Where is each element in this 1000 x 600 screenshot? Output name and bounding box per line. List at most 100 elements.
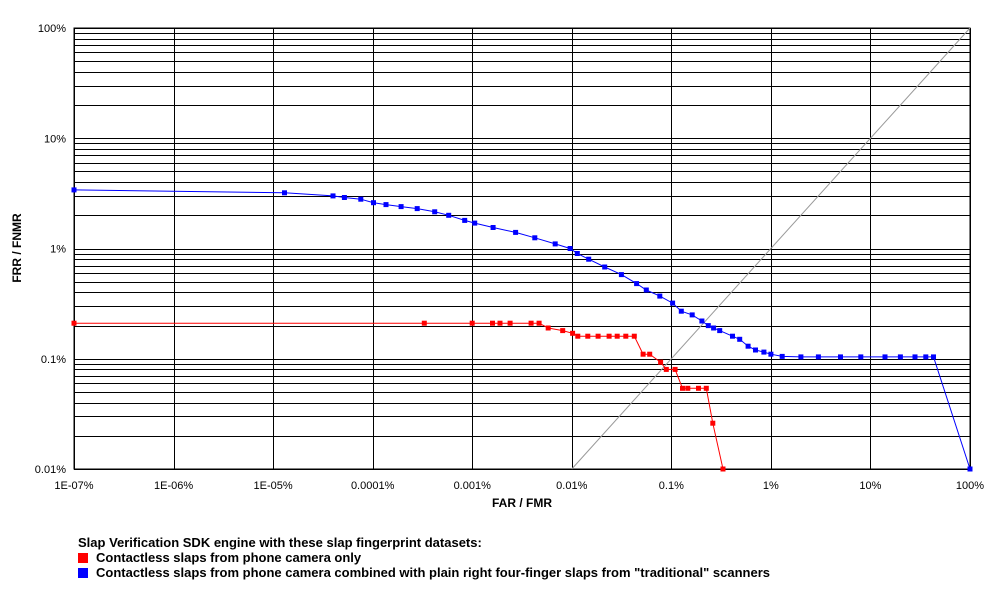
data-point <box>552 241 558 247</box>
data-point <box>631 333 637 339</box>
data-point <box>421 320 427 326</box>
data-point <box>462 217 468 223</box>
series-0 <box>71 320 726 472</box>
data-point <box>432 209 438 215</box>
data-point <box>685 385 691 391</box>
plot-area <box>73 27 971 470</box>
data-point <box>858 354 864 360</box>
data-point <box>696 385 701 391</box>
data-point <box>398 204 404 210</box>
data-point <box>703 385 709 391</box>
data-point <box>545 325 551 331</box>
data-point <box>779 353 785 359</box>
red-swatch <box>78 552 88 563</box>
data-point <box>912 354 918 360</box>
data-point <box>71 187 77 193</box>
data-point <box>490 225 496 230</box>
data-point <box>575 333 581 339</box>
data-point <box>745 343 751 349</box>
data-point <box>768 351 774 357</box>
data-point <box>640 351 646 357</box>
data-point <box>710 420 716 426</box>
x-tick-label: 0.0001% <box>351 480 395 492</box>
diagonal-line <box>571 27 971 470</box>
data-point <box>705 323 711 329</box>
grid <box>73 27 971 470</box>
data-point <box>585 333 591 339</box>
data-point <box>574 251 580 256</box>
data-point <box>358 196 364 202</box>
x-tick-label: 0.001% <box>454 480 492 492</box>
data-point <box>507 320 513 326</box>
data-point <box>602 264 608 270</box>
data-point <box>815 354 821 360</box>
legend-item-red: Contactless slaps from phone camera only <box>78 550 770 565</box>
data-point <box>528 320 534 326</box>
data-point <box>658 359 664 365</box>
legend-label-red: Contactless slaps from phone camera only <box>96 550 362 565</box>
y-tick-label: 10% <box>44 133 66 145</box>
data-point <box>798 354 804 360</box>
data-point <box>730 333 735 339</box>
legend-item-blue: Contactless slaps from phone camera comb… <box>78 565 770 580</box>
x-tick-label: 1E-07% <box>54 480 93 492</box>
data-point <box>532 235 538 241</box>
data-point <box>71 320 77 326</box>
data-point <box>618 272 624 278</box>
x-tick-label: 0.1% <box>659 480 684 492</box>
y-tick-label: 0.1% <box>41 354 66 366</box>
legend-title: Slap Verification SDK engine with these … <box>78 535 770 550</box>
y-tick-label: 100% <box>38 23 66 35</box>
x-tick-label: 1E-05% <box>254 480 293 492</box>
series-1 <box>71 187 973 472</box>
data-point <box>699 318 705 324</box>
data-point <box>341 195 347 200</box>
data-point <box>753 347 758 353</box>
y-tick-label: 0.01% <box>35 464 66 476</box>
data-point <box>371 200 376 206</box>
x-tick-label: 0.01% <box>556 480 587 492</box>
x-tick-label: 1% <box>763 480 779 492</box>
data-point <box>923 354 929 360</box>
data-point <box>614 333 620 339</box>
legend-title-text: Slap Verification SDK engine with these … <box>78 535 482 550</box>
tick-labels: 1E-07% 1E-06% 1E-05% 0.0001% 0.001% 0.01% 0.1%… <box>35 23 984 492</box>
data-point <box>513 229 519 235</box>
data-point <box>446 212 452 218</box>
data-point <box>414 206 420 212</box>
data-point <box>680 385 685 391</box>
data-point <box>497 320 503 326</box>
data-point <box>689 312 695 318</box>
x-tick-label: 10% <box>859 480 881 492</box>
data-point <box>663 366 669 372</box>
legend-label-blue: Contactless slaps from phone camera comb… <box>96 565 771 580</box>
data-point <box>383 202 389 208</box>
data-point <box>931 354 936 360</box>
data-point <box>882 354 888 360</box>
y-axis-title: FRR / FNMR <box>10 213 24 283</box>
data-point <box>720 466 726 472</box>
data-point <box>570 330 576 336</box>
x-tick-label: 1E-06% <box>154 480 193 492</box>
data-point <box>634 281 640 287</box>
data-point <box>717 328 723 334</box>
data-point <box>643 287 649 293</box>
series-layer <box>71 187 973 472</box>
x-axis-title: FAR / FMR <box>492 496 552 510</box>
y-tick-label: 1% <box>50 244 66 256</box>
data-point <box>567 246 573 251</box>
data-point <box>472 220 478 226</box>
data-point <box>897 354 903 360</box>
data-point <box>711 325 717 331</box>
blue-swatch <box>78 567 88 578</box>
data-point <box>761 349 767 355</box>
data-point <box>623 333 629 339</box>
data-point <box>737 336 743 342</box>
data-point <box>670 300 676 306</box>
data-point <box>657 293 663 299</box>
data-point <box>606 333 612 339</box>
data-point <box>282 190 287 196</box>
data-point <box>838 354 843 360</box>
data-point <box>595 333 601 339</box>
